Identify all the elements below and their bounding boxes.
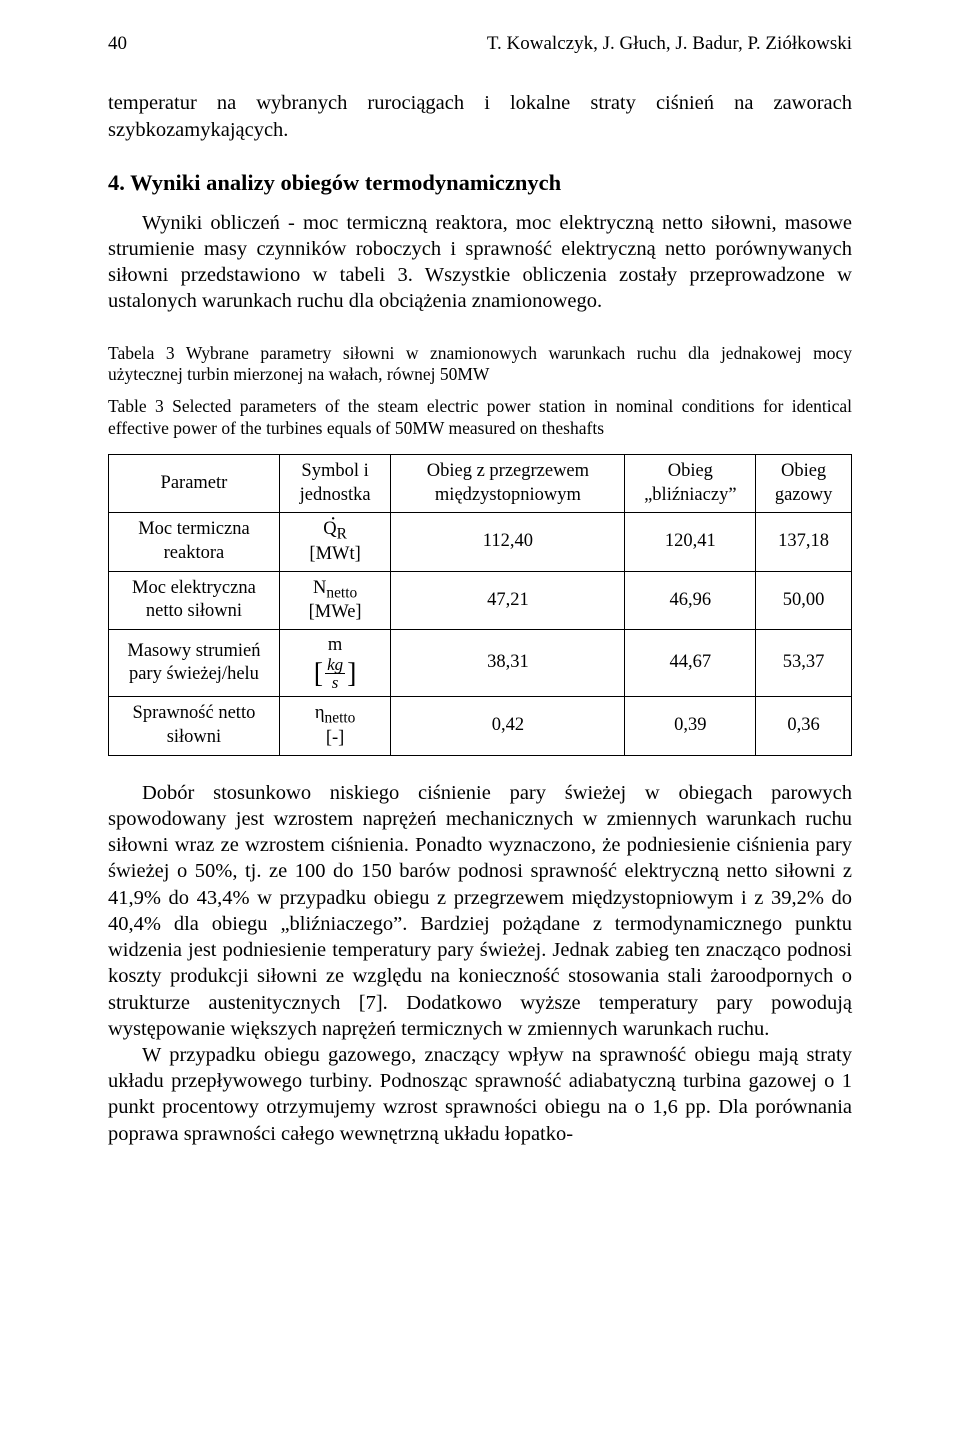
cell-param: Sprawność netto siłowni [109, 697, 280, 755]
cell-param: Moc elektryczna netto siłowni [109, 571, 280, 629]
table-row: Moc elektryczna netto siłowni Nnetto[MWe… [109, 571, 852, 629]
cell-symbol: QR[MWt] [279, 513, 390, 571]
cell-value: 120,41 [625, 513, 756, 571]
cell-symbol: ηnetto[-] [279, 697, 390, 755]
section-heading: 4. Wyniki analizy obiegów termodynamiczn… [108, 169, 852, 198]
col-header-obieg-przegrzew: Obieg z przegrzewem międzystopniowym [391, 455, 625, 513]
section-number: 4. [108, 170, 125, 195]
table-row: Moc termiczna reaktora QR[MWt] 112,40 12… [109, 513, 852, 571]
parameters-table: Parametr Symbol i jednostka Obieg z prze… [108, 454, 852, 756]
cell-value: 137,18 [756, 513, 852, 571]
col-header-symbol: Symbol i jednostka [279, 455, 390, 513]
table-header-row: Parametr Symbol i jednostka Obieg z prze… [109, 455, 852, 513]
table-row: Sprawność netto siłowni ηnetto[-] 0,42 0… [109, 697, 852, 755]
body-paragraph-2: W przypadku obiegu gazowego, znaczący wp… [108, 1042, 852, 1147]
cell-symbol: Nnetto[MWe] [279, 571, 390, 629]
section-lead-paragraph: Wyniki obliczeń - moc termiczną reaktora… [108, 210, 852, 315]
cell-value: 0,39 [625, 697, 756, 755]
running-head: 40 T. Kowalczyk, J. Głuch, J. Badur, P. … [108, 32, 852, 56]
cell-value: 46,96 [625, 571, 756, 629]
cell-param: Moc termiczna reaktora [109, 513, 280, 571]
section-title: Wyniki analizy obiegów termodynamicznych [130, 170, 561, 195]
body-paragraph-1: Dobór stosunkowo niskiego ciśnienie pary… [108, 780, 852, 1042]
cell-value: 38,31 [391, 630, 625, 697]
col-header-obieg-gazowy: Obieg gazowy [756, 455, 852, 513]
page: 40 T. Kowalczyk, J. Głuch, J. Badur, P. … [0, 0, 960, 1187]
cell-value: 44,67 [625, 630, 756, 697]
cell-value: 0,42 [391, 697, 625, 755]
table-caption-pl: Tabela 3 Wybrane parametry siłowni w zna… [108, 343, 852, 387]
cell-value: 112,40 [391, 513, 625, 571]
intro-paragraph-fragment: temperatur na wybranych rurociągach i lo… [108, 90, 852, 142]
page-number: 40 [108, 32, 127, 56]
running-head-authors: T. Kowalczyk, J. Głuch, J. Badur, P. Zió… [487, 32, 852, 56]
table-caption-en: Table 3 Selected parameters of the steam… [108, 396, 852, 440]
cell-value: 47,21 [391, 571, 625, 629]
cell-symbol: mkgs [279, 630, 390, 697]
cell-value: 53,37 [756, 630, 852, 697]
table-row: Masowy strumień pary świeżej/helu mkgs 3… [109, 630, 852, 697]
cell-value: 50,00 [756, 571, 852, 629]
cell-value: 0,36 [756, 697, 852, 755]
col-header-parametr: Parametr [109, 455, 280, 513]
col-header-obieg-blizniaczy: Obieg „bliźniaczy” [625, 455, 756, 513]
cell-param: Masowy strumień pary świeżej/helu [109, 630, 280, 697]
